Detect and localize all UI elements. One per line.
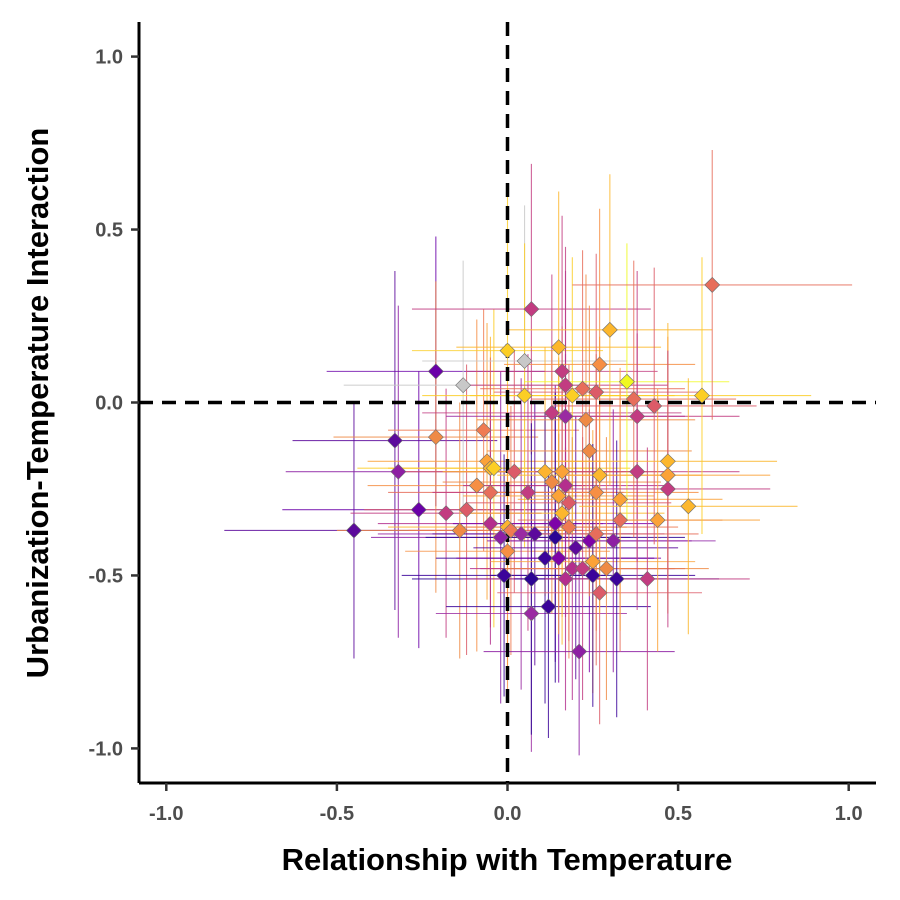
data-point: [557, 570, 574, 587]
data-point: [540, 598, 557, 615]
data-point: [537, 463, 553, 480]
data-point: [496, 567, 513, 584]
data-point: [554, 463, 571, 480]
y-tick-label: -0.5: [89, 565, 123, 587]
data-point: [574, 560, 591, 577]
data-point: [557, 377, 574, 394]
data-point: [523, 570, 540, 587]
data-point: [646, 398, 663, 414]
data-point: [547, 529, 564, 546]
data-point: [571, 643, 588, 660]
data-point: [584, 567, 601, 584]
data-point: [629, 408, 646, 425]
data-point: [659, 453, 676, 470]
data-point: [492, 529, 509, 546]
data-point: [618, 373, 635, 390]
data-point: [468, 477, 485, 494]
data-point: [543, 474, 560, 490]
data-point: [427, 429, 444, 446]
data-point: [455, 377, 472, 394]
data-point: [410, 501, 427, 518]
data-point: [554, 363, 571, 380]
data-point: [564, 387, 581, 404]
axes: -1.0 -0.5 0.0 0.5 1.0 -1.0 -0.5 0.0 0.5 1.0: [89, 22, 876, 825]
data-point: [482, 484, 499, 501]
data-point: [560, 494, 577, 511]
data-point: [588, 526, 605, 542]
data-point: [649, 512, 666, 529]
data-point: [458, 501, 475, 518]
x-tick-label: 0.5: [664, 803, 692, 825]
data-point: [557, 408, 574, 425]
data-point: [704, 276, 721, 293]
data-point: [482, 515, 499, 532]
data-point: [516, 353, 533, 369]
data-point: [567, 539, 584, 556]
y-tick-label: 0.5: [95, 220, 123, 242]
data-point: [543, 404, 560, 421]
data-point: [659, 467, 676, 484]
x-tick-label: -0.5: [320, 803, 354, 825]
data-point: [516, 387, 533, 404]
data-point: [588, 384, 605, 401]
data-point: [694, 387, 710, 404]
data-point: [601, 321, 618, 338]
y-tick-label: 1.0: [95, 47, 123, 69]
data-point: [386, 432, 403, 449]
x-tick-label: -1.0: [149, 803, 183, 825]
data-point: [438, 505, 455, 522]
data-point: [581, 443, 598, 459]
x-tick-label: 1.0: [835, 803, 863, 825]
data-point: [608, 570, 625, 587]
y-tick-label: -1.0: [89, 738, 123, 760]
data-point: [554, 505, 571, 522]
y-axis-title: Urbanization-Temperature Interaction: [20, 128, 55, 679]
plot-area: [139, 22, 876, 783]
data-point: [537, 550, 553, 567]
data-point: [625, 391, 642, 407]
data-point: [629, 463, 646, 480]
data-point: [485, 460, 502, 477]
data-point: [390, 463, 407, 480]
data-point: [550, 487, 567, 504]
data-point: [557, 477, 574, 494]
data-point: [427, 363, 444, 380]
x-axis-title: Relationship with Temperature: [282, 842, 733, 877]
data-point: [560, 519, 577, 535]
data-point: [588, 484, 605, 501]
data-point: [598, 560, 615, 577]
data-point: [680, 498, 697, 515]
data-point: [639, 570, 656, 587]
data-point: [523, 605, 540, 622]
data-point: [578, 411, 594, 428]
y-tick-label: 0.0: [95, 393, 123, 415]
data-point: [605, 532, 622, 549]
data-point: [659, 481, 676, 497]
data-point: [520, 484, 536, 501]
data-point: [346, 522, 362, 539]
data-point: [612, 491, 629, 508]
data-point: [550, 550, 567, 567]
data-point: [523, 301, 540, 318]
x-tick-label: 0.0: [494, 803, 522, 825]
data-point: [451, 522, 468, 539]
data-point: [506, 463, 523, 480]
data-point: [499, 342, 516, 359]
data-point: [550, 339, 567, 356]
data-point: [591, 467, 608, 484]
data-point: [513, 526, 530, 542]
data-point: [499, 543, 516, 560]
data-point: [591, 356, 608, 373]
data-point: [526, 526, 543, 542]
data-point: [591, 584, 608, 601]
data-point: [612, 512, 629, 529]
data-point: [475, 422, 492, 439]
data-point: [574, 380, 591, 397]
